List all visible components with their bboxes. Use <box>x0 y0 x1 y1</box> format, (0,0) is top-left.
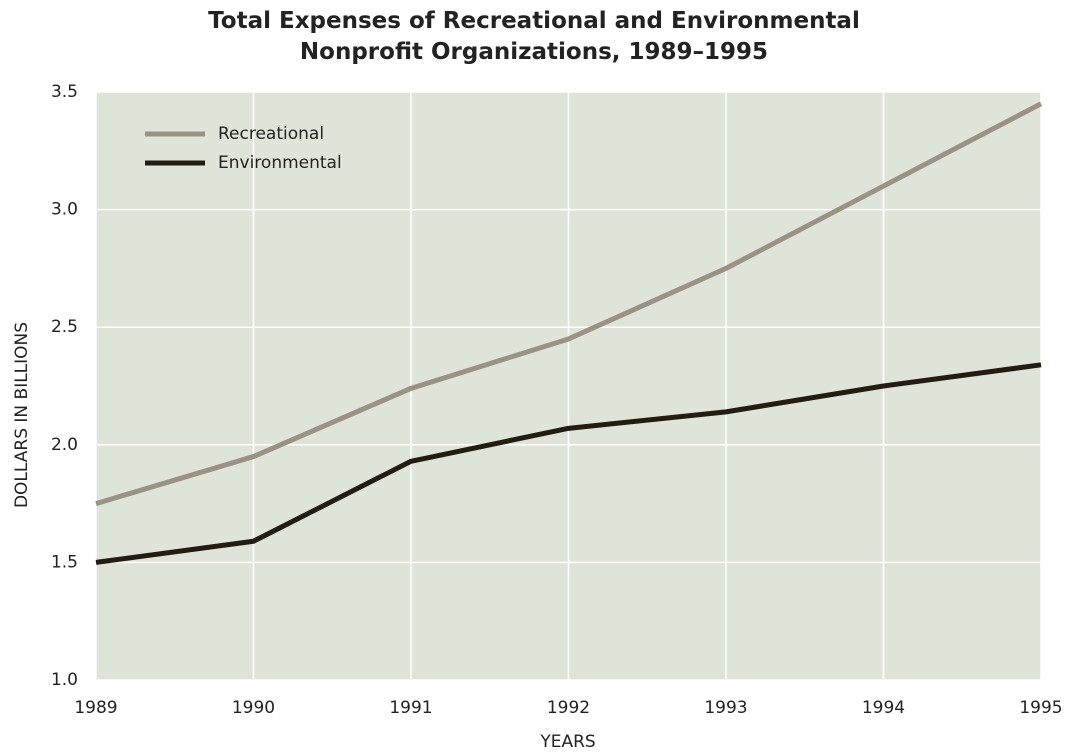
y-tick-label: 1.0 <box>51 670 78 690</box>
x-tick-label: 1990 <box>232 698 275 718</box>
x-tick-label: 1992 <box>547 698 590 718</box>
x-tick-label: 1995 <box>1019 698 1062 718</box>
y-tick-label: 1.5 <box>51 552 78 572</box>
x-tick-label: 1993 <box>704 698 747 718</box>
x-tick-label: 1991 <box>389 698 432 718</box>
x-tick-label: 1994 <box>862 698 905 718</box>
plot: YEARS DOLLARS IN BILLIONS 1.0 1.5 2.0 2.5 3.… <box>0 0 1069 752</box>
x-tick-label: 1989 <box>74 698 117 718</box>
y-axis-label: DOLLARS IN BILLIONS <box>12 322 32 508</box>
chart: Total Expenses of Recreational and Envir… <box>0 0 1069 752</box>
y-tick-label: 2.0 <box>51 435 78 455</box>
y-tick-label: 3.5 <box>51 82 78 102</box>
legend-label: Recreational <box>218 124 324 144</box>
y-tick-label: 3.0 <box>51 200 78 220</box>
y-tick-label: 2.5 <box>51 317 78 337</box>
legend-label: Environmental <box>218 153 342 173</box>
x-axis-label: YEARS <box>539 732 595 752</box>
